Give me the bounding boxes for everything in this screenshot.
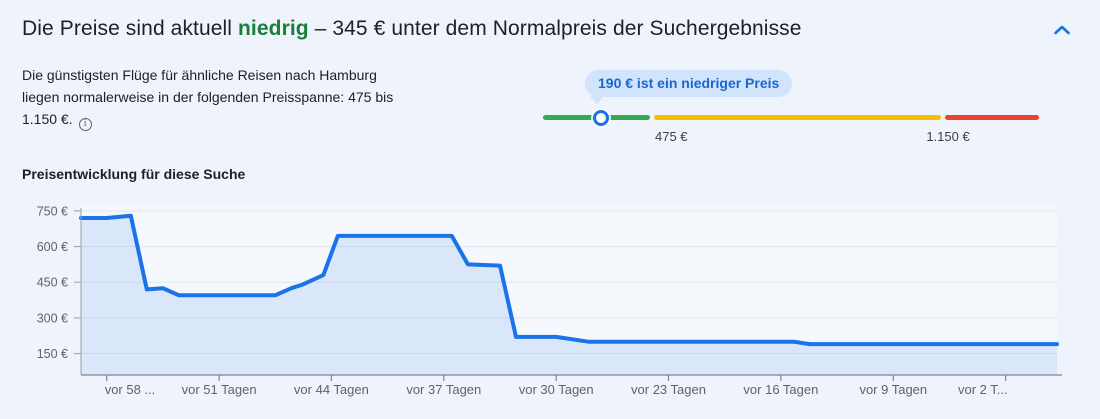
price-level-segment-high [944,115,1039,120]
svg-text:vor 37 Tagen: vor 37 Tagen [406,382,481,397]
info-icon[interactable] [78,117,92,131]
svg-text:vor 23 Tagen: vor 23 Tagen [631,382,706,397]
price-tooltip: 190 € ist ein niedriger Preis [585,70,793,97]
tooltip-tail [590,96,604,104]
price-level-track [543,115,1039,120]
low-threshold-label: 475 € [655,129,688,144]
summary-line: 1.150 €. [22,111,73,127]
collapse-button[interactable] [1048,16,1076,44]
svg-text:vor 30 Tagen: vor 30 Tagen [519,382,594,397]
chevron-up-icon [1053,24,1071,36]
price-level-indicator: 190 € ist ein niedriger Preis 475 € 1.15… [543,70,1040,155]
summary-line: Die günstigsten Flüge für ähnliche Reise… [22,67,377,83]
svg-text:750 €: 750 € [37,204,68,218]
title-suffix: – 345 € unter dem Normalpreis der Sucher… [308,17,802,40]
price-level-segment-typical [654,115,941,120]
svg-text:vor 58 ...: vor 58 ... [105,382,156,397]
svg-text:vor 51 Tagen: vor 51 Tagen [182,382,257,397]
svg-text:vor 16 Tagen: vor 16 Tagen [743,382,818,397]
svg-text:vor 2 T...: vor 2 T... [958,382,1008,397]
summary-line: liegen normalerweise in der folgenden Pr… [22,89,394,105]
svg-text:vor 44 Tagen: vor 44 Tagen [294,382,369,397]
svg-text:150 €: 150 € [37,347,68,361]
svg-text:vor 9 Tagen: vor 9 Tagen [859,382,927,397]
status-word: niedrig [238,17,309,40]
title-prefix: Die Preise sind aktuell [22,17,238,40]
price-indicator-handle [593,109,610,126]
chart-title: Preisentwicklung für diese Suche [22,166,246,182]
page-title: Die Preise sind aktuell niedrig – 345 € … [22,15,1032,43]
svg-text:300 €: 300 € [37,311,68,325]
high-threshold-label: 1.150 € [926,129,970,144]
price-history-chart[interactable]: 150 € 300 € 450 € 600 € 750 € vor 58 ... vor 5… [0,195,1100,419]
price-range-summary: Die günstigsten Flüge für ähnliche Reise… [22,64,492,131]
svg-text:450 €: 450 € [37,276,68,290]
svg-text:600 €: 600 € [37,240,68,254]
